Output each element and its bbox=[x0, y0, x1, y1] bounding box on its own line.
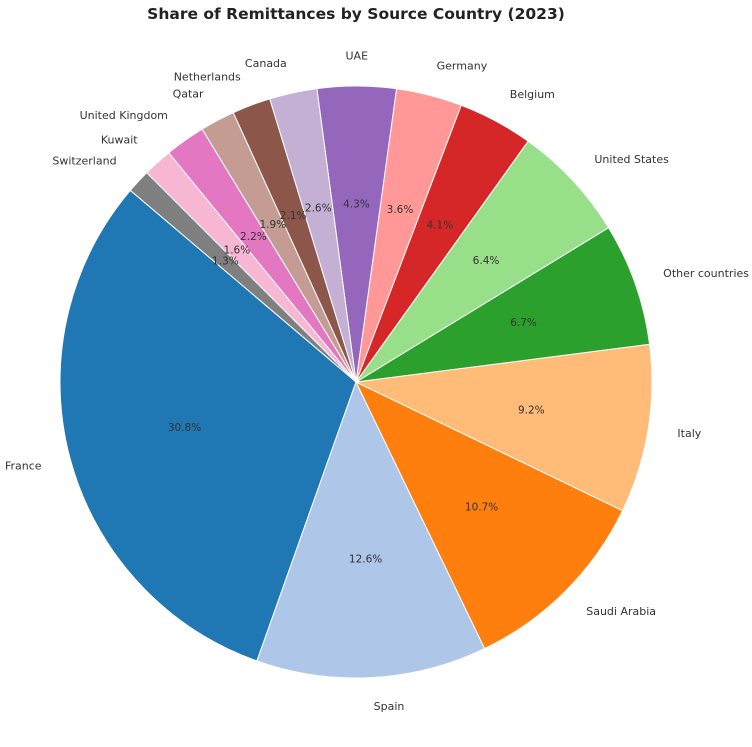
category-label-saudi-arabia: Saudi Arabia bbox=[586, 605, 656, 618]
category-label-united-kingdom: United Kingdom bbox=[80, 109, 168, 122]
category-label-uae: UAE bbox=[346, 49, 369, 62]
category-label-other-countries: Other countries bbox=[663, 267, 749, 280]
percent-labels-layer: 1.3% 30.8% 12.6% 10.7% 9.2% 6.7% 6.4% 4.1% 3.6% 4… bbox=[168, 198, 545, 565]
category-label-germany: Germany bbox=[437, 60, 488, 73]
percent-label-netherlands: 2.1% bbox=[280, 210, 307, 222]
category-labels-layer: Switzerland France Spain Saudi Arabia Italy O… bbox=[5, 49, 749, 713]
percent-label-saudi-arabia: 10.7% bbox=[465, 502, 498, 514]
category-label-kuwait: Kuwait bbox=[101, 134, 138, 147]
category-label-belgium: Belgium bbox=[510, 88, 555, 101]
percent-label-united-states: 6.4% bbox=[473, 255, 500, 267]
category-label-canada: Canada bbox=[245, 57, 287, 70]
percent-label-germany: 3.6% bbox=[387, 204, 414, 216]
category-label-switzerland: Switzerland bbox=[52, 154, 116, 167]
category-label-italy: Italy bbox=[677, 427, 701, 440]
percent-label-kuwait: 1.6% bbox=[224, 244, 251, 256]
category-label-united-states: United States bbox=[594, 153, 669, 166]
slice-united-states bbox=[355, 140, 610, 383]
category-label-france: France bbox=[5, 460, 42, 473]
slice-italy bbox=[354, 343, 653, 512]
category-label-netherlands: Netherlands bbox=[174, 70, 241, 83]
slices-layer bbox=[59, 85, 653, 679]
percent-label-italy: 9.2% bbox=[518, 404, 545, 416]
percent-label-uae: 4.3% bbox=[343, 198, 370, 210]
percent-label-canada: 2.6% bbox=[305, 202, 332, 214]
slice-saudi-arabia bbox=[354, 380, 624, 650]
category-label-qatar: Qatar bbox=[173, 87, 204, 100]
percent-label-other-countries: 6.7% bbox=[510, 317, 537, 329]
slice-france bbox=[59, 189, 357, 662]
category-label-spain: Spain bbox=[374, 700, 405, 713]
slice-spain bbox=[256, 380, 486, 679]
percent-label-belgium: 4.1% bbox=[427, 219, 454, 231]
slice-other-countries bbox=[355, 226, 651, 383]
percent-label-switzerland: 1.3% bbox=[212, 256, 239, 268]
slice-kuwait bbox=[145, 152, 357, 383]
percent-label-france: 30.8% bbox=[168, 422, 201, 434]
percent-label-qatar: 1.9% bbox=[260, 219, 287, 231]
percent-label-united-kingdom: 2.2% bbox=[240, 231, 267, 243]
chart-title: Share of Remittances by Source Country (… bbox=[147, 5, 565, 23]
percent-label-spain: 12.6% bbox=[349, 553, 382, 565]
